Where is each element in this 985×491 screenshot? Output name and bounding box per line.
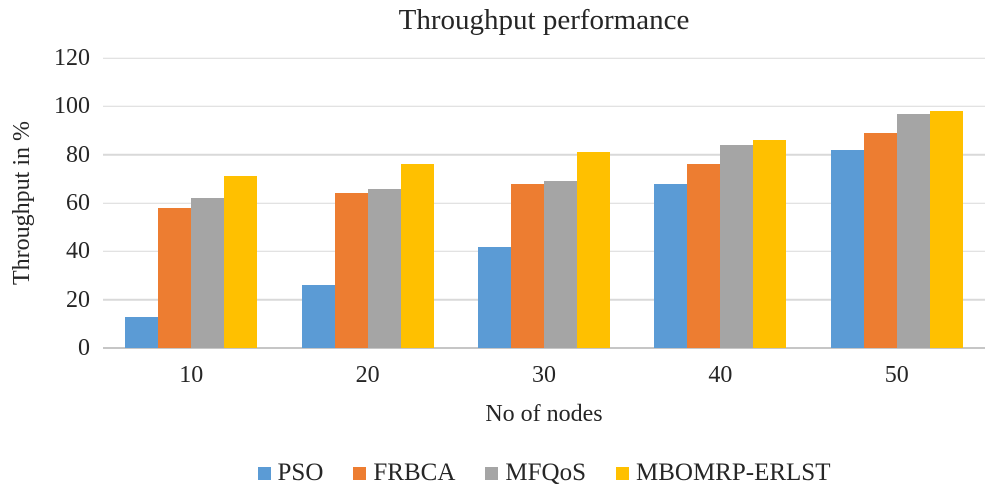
bar-mbomrp-erlst-10 xyxy=(224,176,258,348)
bar-mbomrp-erlst-40 xyxy=(753,140,787,348)
x-tick-label-30: 30 xyxy=(531,362,556,388)
bar-mbomrp-erlst-30 xyxy=(577,152,610,348)
legend-item-mbomrp-erlst: MBOMRP-ERLST xyxy=(615,459,831,487)
x-axis-title: No of nodes xyxy=(485,401,603,427)
legend-label: FRBCA xyxy=(373,459,456,486)
bar-frbca-30 xyxy=(511,183,544,348)
chart-title: Throughput performance xyxy=(398,4,690,36)
bar-mbomrp-erlst-50 xyxy=(929,111,963,348)
legend-item-pso: PSO xyxy=(257,459,324,487)
plot-area xyxy=(103,57,985,349)
legend-label: MFQoS xyxy=(505,459,586,486)
y-tick-label-0: 0 xyxy=(78,335,90,361)
legend-label: MBOMRP-ERLST xyxy=(635,459,831,486)
legend: PSO FRBCA MFQoS MBOMRP-ERLST xyxy=(103,456,985,490)
legend-item-mfqos: MFQoS xyxy=(485,459,586,487)
gridline-120 xyxy=(103,57,985,59)
bar-pso-10 xyxy=(125,316,159,348)
bar-mfqos-20 xyxy=(367,188,401,348)
bar-frbca-10 xyxy=(158,207,192,348)
bar-mfqos-30 xyxy=(544,181,577,348)
x-axis-line xyxy=(103,347,985,349)
y-tick-label-40: 40 xyxy=(66,238,90,265)
bar-mfqos-50 xyxy=(896,113,930,348)
legend-item-frbca: FRBCA xyxy=(353,459,455,487)
y-tick-label-80: 80 xyxy=(66,141,90,168)
gridline-80 xyxy=(103,153,985,156)
bar-frbca-40 xyxy=(687,164,721,348)
y-tick-label-60: 60 xyxy=(66,190,90,216)
legend-swatch-icon xyxy=(257,466,271,480)
legend-swatch-icon xyxy=(485,466,499,480)
y-tick-label-120: 120 xyxy=(54,45,90,71)
x-tick-labels: 10 20 30 40 50 xyxy=(103,360,985,392)
y-tick-label-20: 20 xyxy=(66,286,90,313)
bar-pso-50 xyxy=(830,149,864,348)
legend-label: PSO xyxy=(277,459,324,486)
x-tick-label-20: 20 xyxy=(355,362,380,388)
y-tick-labels: 0 20 40 60 80 100 120 xyxy=(0,45,90,361)
bar-mbomrp-erlst-20 xyxy=(400,164,434,348)
x-tick-label-40: 40 xyxy=(708,362,733,388)
bar-frbca-50 xyxy=(863,132,897,348)
legend-swatch-icon xyxy=(353,466,367,480)
x-tick-label-10: 10 xyxy=(179,362,204,388)
y-tick-label-100: 100 xyxy=(54,93,90,120)
x-tick-label-50: 50 xyxy=(884,362,909,388)
bar-frbca-20 xyxy=(334,193,368,348)
gridline-100 xyxy=(103,105,985,108)
bar-mfqos-10 xyxy=(191,198,225,348)
bar-pso-40 xyxy=(654,183,688,348)
bar-pso-30 xyxy=(478,246,511,348)
bar-mfqos-40 xyxy=(720,145,754,348)
bar-pso-20 xyxy=(301,285,335,348)
legend-swatch-icon xyxy=(615,466,629,480)
